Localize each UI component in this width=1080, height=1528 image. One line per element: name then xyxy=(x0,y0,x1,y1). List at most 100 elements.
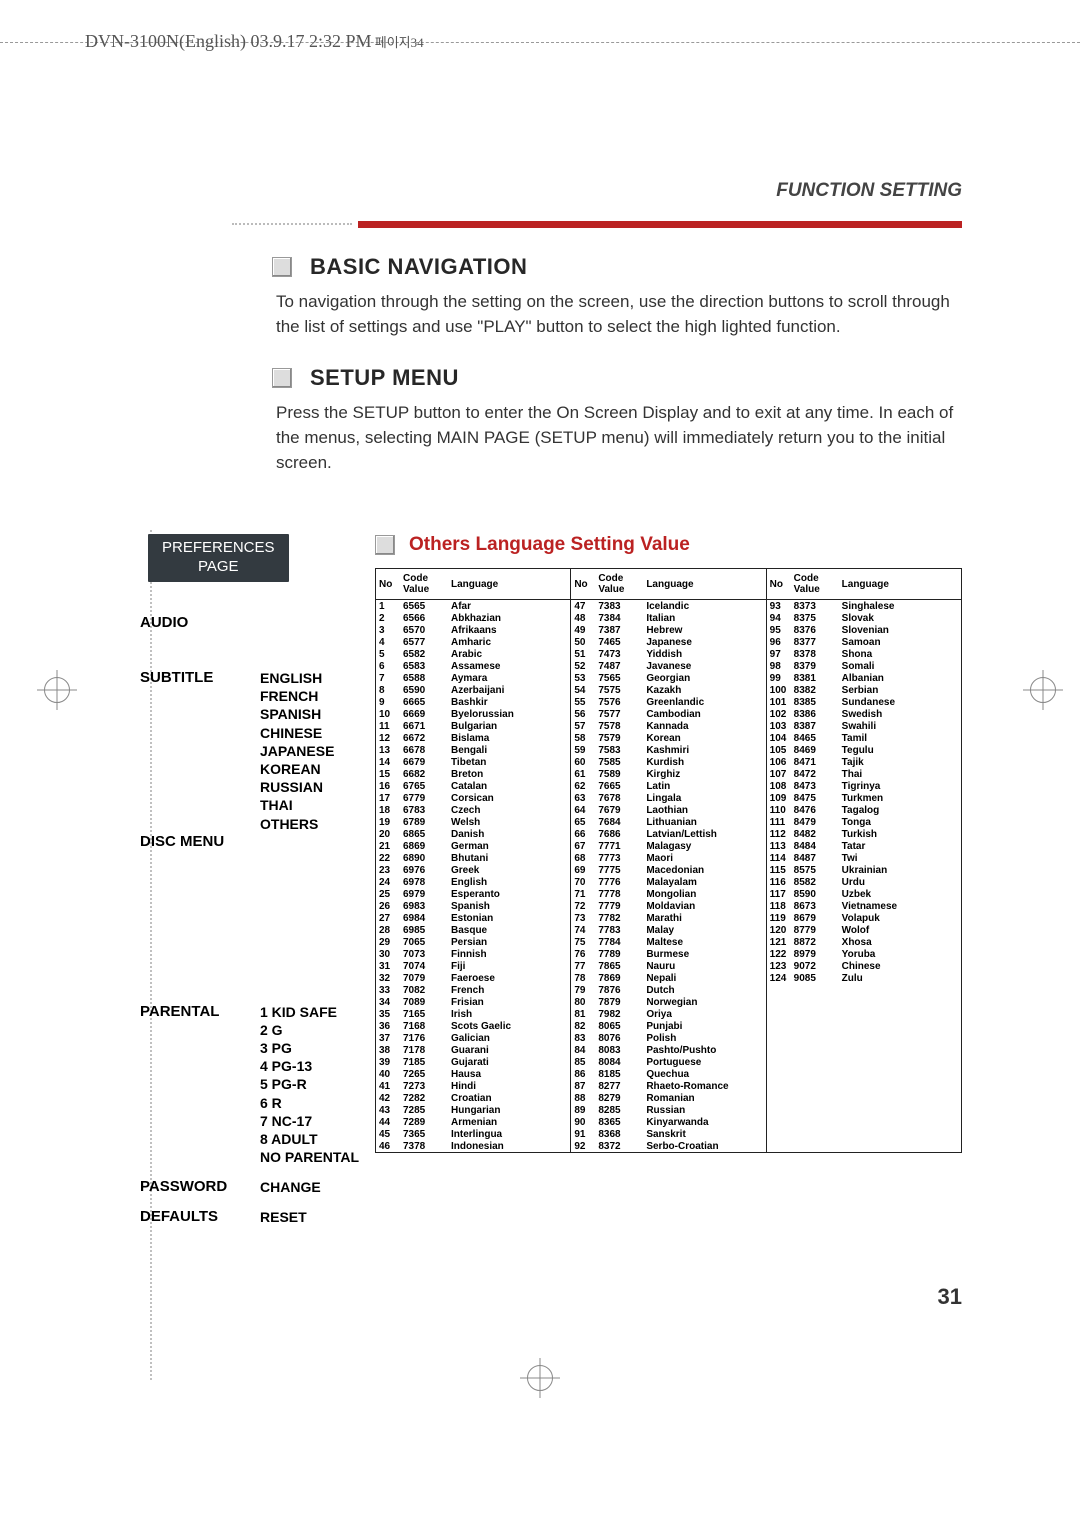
table-row: 497387Hebrew xyxy=(571,624,765,636)
menu-subitem: FRENCH xyxy=(260,687,334,705)
table-cell: 7773 xyxy=(595,852,643,864)
table-cell: 7576 xyxy=(595,696,643,708)
table-cell: 75 xyxy=(571,936,595,948)
table-cell: 38 xyxy=(376,1044,400,1056)
table-cell: Irish xyxy=(448,1008,570,1020)
menu-group: PASSWORDCHANGE xyxy=(140,1178,359,1208)
table-cell: Albanian xyxy=(839,672,961,684)
table-cell: 37 xyxy=(376,1032,400,1044)
table-cell: 85 xyxy=(571,1056,595,1068)
menu-subitem: 7 NC-17 xyxy=(260,1112,359,1130)
table-cell: 7589 xyxy=(595,768,643,780)
table-cell: Hebrew xyxy=(643,624,765,636)
table-cell: 7782 xyxy=(595,912,643,924)
table-cell: 7779 xyxy=(595,900,643,912)
table-cell: Japanese xyxy=(643,636,765,648)
menu-subitem: CHINESE xyxy=(260,724,334,742)
table-row: 697775Macedonian xyxy=(571,864,765,876)
table-row: 988379Somali xyxy=(767,660,961,672)
table-row: 1208779Wolof xyxy=(767,924,961,936)
table-cell: Dutch xyxy=(643,984,765,996)
table-cell: Macedonian xyxy=(643,864,765,876)
table-cell: 12 xyxy=(376,732,400,744)
table-row: 176779Corsican xyxy=(376,792,570,804)
table-cell: Twi xyxy=(839,852,961,864)
table-row: 1118479Tonga xyxy=(767,816,961,828)
section-square-icon xyxy=(272,368,292,388)
table-cell: Bashkir xyxy=(448,696,570,708)
table-row: 1239072Chinese xyxy=(767,960,961,972)
language-table-area: Others Language Setting Value NoCode Val… xyxy=(375,534,962,1153)
table-cell: Kurdish xyxy=(643,756,765,768)
table-cell: Indonesian xyxy=(448,1140,570,1152)
table-row: 908365Kinyarwanda xyxy=(571,1116,765,1128)
table-row: 266983Spanish xyxy=(376,900,570,912)
table-cell: 7282 xyxy=(400,1092,448,1104)
table-row: 767789Burmese xyxy=(571,948,765,960)
table-cell: Singhalese xyxy=(839,600,961,613)
table-cell: 23 xyxy=(376,864,400,876)
table-cell: Marathi xyxy=(643,912,765,924)
table-cell: Nauru xyxy=(643,960,765,972)
table-cell: 7784 xyxy=(595,936,643,948)
table-row: 186783Czech xyxy=(376,804,570,816)
table-cell: Interlingua xyxy=(448,1128,570,1140)
table-row: 868185Quechua xyxy=(571,1068,765,1080)
table-cell: 108 xyxy=(767,780,791,792)
table-cell: 31 xyxy=(376,960,400,972)
table-cell: Tonga xyxy=(839,816,961,828)
table-row: 1158575Ukrainian xyxy=(767,864,961,876)
table-cell: Scots Gaelic xyxy=(448,1020,570,1032)
table-cell: 7578 xyxy=(595,720,643,732)
table-cell: 4 xyxy=(376,636,400,648)
table-row: 1008382Serbian xyxy=(767,684,961,696)
table-row: 757784Maltese xyxy=(571,936,765,948)
menu-sublist: 1 KID SAFE2 G3 PG4 PG-135 PG-R6 R7 NC-17… xyxy=(260,1003,359,1167)
table-cell: 8065 xyxy=(595,1020,643,1032)
table-cell: 8382 xyxy=(791,684,839,696)
table-cell: 91 xyxy=(571,1128,595,1140)
table-row: 998381Albanian xyxy=(767,672,961,684)
table-cell: 8590 xyxy=(791,888,839,900)
menu-subitem: THAI xyxy=(260,796,334,814)
table-cell: Mongolian xyxy=(643,888,765,900)
table-cell: 7771 xyxy=(595,840,643,852)
table-row: 567577Cambodian xyxy=(571,708,765,720)
table-cell: 8872 xyxy=(791,936,839,948)
table-row: 727779Moldavian xyxy=(571,900,765,912)
table-cell: Bhutani xyxy=(448,852,570,864)
table-row: 467378Indonesian xyxy=(376,1140,570,1152)
menu-sublist: CHANGE xyxy=(260,1178,321,1196)
table-cell: Burmese xyxy=(643,948,765,960)
table-cell: Malagasy xyxy=(643,840,765,852)
table-cell: 8469 xyxy=(791,744,839,756)
table-cell: 7789 xyxy=(595,948,643,960)
table-row: 1168582Urdu xyxy=(767,876,961,888)
table-cell: 8387 xyxy=(791,720,839,732)
table-cell: Afrikaans xyxy=(448,624,570,636)
table-cell: 87 xyxy=(571,1080,595,1092)
pref-line1: PREFERENCES xyxy=(162,539,275,558)
table-cell: 54 xyxy=(571,684,595,696)
table-header: No xyxy=(571,569,595,600)
table-cell: 92 xyxy=(571,1140,595,1152)
table-row: 737782Marathi xyxy=(571,912,765,924)
table-cell: 8372 xyxy=(595,1140,643,1152)
table-cell: 16 xyxy=(376,780,400,792)
table-cell: 122 xyxy=(767,948,791,960)
table-cell: 7865 xyxy=(595,960,643,972)
menu-subitem: 3 PG xyxy=(260,1039,359,1057)
table-cell: 7473 xyxy=(595,648,643,660)
menu-group: DISC MENU xyxy=(140,833,359,1003)
table-cell: 7679 xyxy=(595,804,643,816)
header-tail: 페이지34 xyxy=(372,35,424,50)
table-cell: 33 xyxy=(376,984,400,996)
menu-subitem: SPANISH xyxy=(260,705,334,723)
menu-subitem: OTHERS xyxy=(260,815,334,833)
menu-subitem: 5 PG-R xyxy=(260,1075,359,1093)
table-row: 487384Italian xyxy=(571,612,765,624)
table-cell: English xyxy=(448,876,570,888)
table-cell: 7065 xyxy=(400,936,448,948)
table-cell: 27 xyxy=(376,912,400,924)
table-cell: Thai xyxy=(839,768,961,780)
